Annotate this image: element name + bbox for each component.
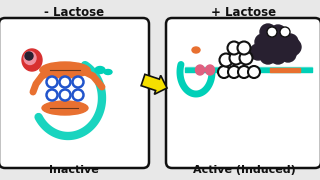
- Ellipse shape: [205, 65, 214, 75]
- Ellipse shape: [104, 69, 112, 75]
- Text: + Lactose: + Lactose: [212, 6, 276, 19]
- Circle shape: [237, 42, 251, 55]
- Circle shape: [248, 66, 260, 78]
- Circle shape: [255, 34, 271, 50]
- Circle shape: [238, 66, 250, 78]
- Circle shape: [260, 24, 276, 40]
- Circle shape: [239, 51, 252, 64]
- Text: - Lactose: - Lactose: [44, 6, 104, 19]
- Circle shape: [260, 48, 276, 64]
- Circle shape: [250, 44, 266, 60]
- Circle shape: [218, 66, 230, 78]
- Circle shape: [25, 52, 33, 60]
- Circle shape: [282, 34, 298, 50]
- Text: Inactive: Inactive: [49, 165, 99, 175]
- Ellipse shape: [95, 66, 105, 73]
- Text: Active (Induced): Active (Induced): [193, 165, 295, 175]
- Circle shape: [220, 53, 233, 66]
- Ellipse shape: [196, 65, 204, 75]
- Circle shape: [275, 36, 291, 52]
- FancyBboxPatch shape: [0, 18, 149, 168]
- Circle shape: [60, 76, 70, 87]
- Circle shape: [73, 89, 84, 100]
- Circle shape: [229, 51, 243, 64]
- Ellipse shape: [192, 47, 200, 53]
- Ellipse shape: [40, 62, 90, 78]
- FancyBboxPatch shape: [166, 18, 320, 168]
- Circle shape: [267, 27, 277, 37]
- Circle shape: [280, 27, 290, 37]
- Ellipse shape: [275, 37, 301, 57]
- Ellipse shape: [22, 49, 42, 71]
- Circle shape: [265, 35, 281, 51]
- Circle shape: [228, 42, 241, 55]
- Ellipse shape: [42, 101, 88, 115]
- Circle shape: [280, 46, 296, 62]
- Ellipse shape: [24, 51, 36, 64]
- Circle shape: [270, 25, 286, 41]
- Circle shape: [228, 66, 240, 78]
- Circle shape: [270, 48, 286, 64]
- Circle shape: [73, 76, 84, 87]
- FancyArrow shape: [141, 74, 167, 94]
- Circle shape: [46, 89, 58, 100]
- Ellipse shape: [40, 64, 90, 76]
- Circle shape: [60, 89, 70, 100]
- Circle shape: [46, 76, 58, 87]
